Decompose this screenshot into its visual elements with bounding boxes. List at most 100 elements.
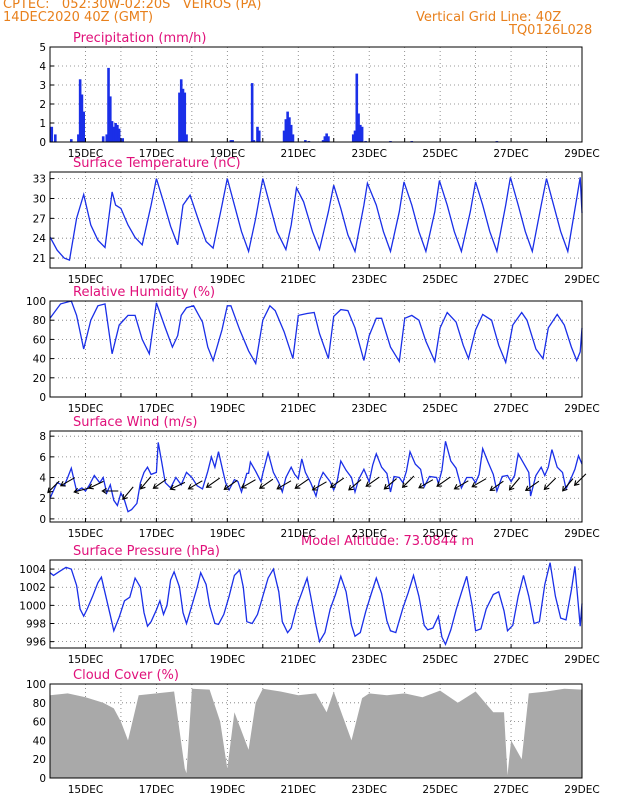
wind-arrow — [508, 477, 521, 491]
y-tick-label: 0 — [39, 137, 46, 149]
wind-arrow — [223, 479, 238, 491]
x-tick-label: 23DEC — [351, 403, 386, 415]
y-tick-label: 4 — [39, 61, 46, 73]
wind-arrow — [276, 480, 292, 490]
wind-arrow — [418, 479, 434, 489]
precip-bar — [183, 92, 187, 142]
wind-arrow — [365, 476, 380, 487]
precip-bar — [359, 124, 362, 142]
wind-arrow — [348, 479, 362, 491]
precip-bar — [353, 130, 357, 142]
wind-arrow — [152, 478, 167, 489]
x-tick-label: 27DEC — [493, 654, 528, 666]
precip-bar — [323, 136, 327, 142]
precip-bar — [325, 133, 328, 142]
x-tick-label: 21DEC — [281, 784, 316, 796]
cloud-title: Cloud Cover (%) — [73, 668, 179, 683]
wind-arrow — [543, 477, 557, 491]
precip-bar — [116, 124, 119, 142]
cloud-panel: Cloud Cover (%) 15DEC 17DEC 19DEC 21DEC 23DEC… — [26, 668, 600, 796]
precip-bar — [304, 140, 307, 142]
x-tick-label: 21DEC — [281, 403, 316, 415]
wind-arrow — [329, 477, 345, 488]
wind-arrow — [562, 478, 574, 492]
x-tick-label: 21DEC — [281, 528, 316, 540]
precip-bar — [101, 136, 105, 142]
x-tick-label: 19DEC — [210, 654, 245, 666]
temp-frame — [49, 171, 583, 269]
precip-bar — [257, 130, 261, 142]
x-tick-label: 17DEC — [139, 148, 174, 160]
header-code: TQ0126L028 — [509, 23, 593, 38]
y-tick-label: 1000 — [19, 600, 46, 612]
wind-arrow — [73, 487, 90, 495]
x-tick-label: 15DEC — [68, 403, 103, 415]
y-tick-label: 1002 — [19, 582, 46, 594]
y-tick-label: 100 — [26, 296, 46, 308]
wind-line — [49, 441, 583, 513]
wind-arrow — [59, 477, 75, 487]
precip-bar — [321, 140, 325, 142]
rh-panel: Relative Humidity (%) 15DEC 17DEC 19DEC 21DE… — [26, 285, 600, 415]
precip-bar — [360, 126, 364, 142]
y-tick-label: 1004 — [19, 564, 46, 576]
x-tick-label: 27DEC — [493, 403, 528, 415]
precip-bar — [105, 134, 109, 142]
x-tick-label: 29DEC — [564, 274, 599, 286]
x-tick-label: 15DEC — [68, 784, 103, 796]
y-tick-label: 2 — [39, 99, 46, 111]
x-tick-label: 23DEC — [351, 528, 386, 540]
precip-panel: Precipitation (mm/h) 15DEC 17DEC 19DEC 21DEC… — [39, 31, 599, 160]
precip-bar — [82, 111, 85, 142]
y-tick-label: 33 — [33, 174, 46, 186]
y-tick-label: 20 — [33, 754, 46, 766]
precip-bar — [112, 126, 116, 142]
y-tick-label: 1 — [39, 118, 46, 130]
precip-bar — [54, 134, 57, 142]
wind-arrow — [258, 478, 274, 489]
wind-arrow — [294, 478, 309, 489]
x-tick-label: 21DEC — [281, 148, 316, 160]
x-tick-label: 29DEC — [564, 654, 599, 666]
x-tick-label: 25DEC — [422, 403, 457, 415]
rh-title: Relative Humidity (%) — [73, 285, 215, 300]
cloud-area — [50, 688, 582, 778]
precip-bar — [108, 96, 112, 142]
precip-bar — [355, 73, 359, 142]
wind-arrow — [311, 481, 327, 491]
precip-bar — [252, 140, 256, 142]
x-tick-label: 29DEC — [564, 403, 599, 415]
precip-bar — [289, 124, 293, 142]
y-tick-label: 60 — [33, 717, 46, 729]
precip-bar — [286, 111, 289, 142]
y-tick-label: 27 — [33, 213, 46, 225]
precip-bar — [181, 88, 185, 142]
x-tick-label: 27DEC — [493, 784, 528, 796]
x-tick-label: 21DEC — [281, 654, 316, 666]
precip-bar — [114, 123, 117, 142]
y-tick-label: 6 — [39, 452, 46, 464]
x-tick-label: 27DEC — [493, 274, 528, 286]
precip-frame — [49, 46, 583, 143]
wind-arrow — [401, 475, 415, 489]
precip-bar — [107, 67, 110, 142]
wind-arrow — [122, 486, 134, 500]
header-grid-note: Vertical Grid Line: 40Z — [416, 10, 562, 25]
pres-frame — [49, 559, 583, 649]
x-tick-label: 15DEC — [68, 654, 103, 666]
wind-arrow — [573, 473, 587, 487]
header-location: CPTEC: 052:30W-02:20S VEIROS (PA) — [3, 0, 262, 12]
precip-bar — [185, 134, 188, 142]
x-tick-label: 19DEC — [210, 148, 245, 160]
x-tick-label: 27DEC — [493, 148, 528, 160]
precip-bar — [110, 121, 114, 142]
temp-panel: Surface Temperature (nC) 15DEC 17DEC 19DEC 2… — [33, 156, 600, 286]
wind-frame — [49, 430, 583, 523]
x-tick-label: 25DEC — [422, 784, 457, 796]
precip-bar — [78, 79, 82, 142]
precip-bar — [231, 140, 234, 142]
temp-line — [49, 177, 583, 261]
temp-title: Surface Temperature (nC) — [73, 156, 241, 171]
model-altitude: Model Altitude: 73.0844 m — [301, 534, 475, 549]
